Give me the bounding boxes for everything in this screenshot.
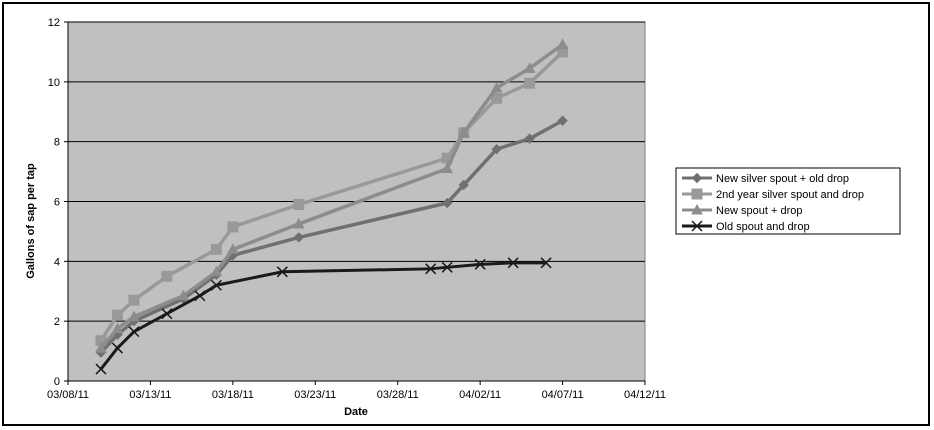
legend-item: New silver spout + old drop	[682, 172, 849, 185]
data-point-triangle	[177, 289, 190, 301]
data-point-x-stroke	[540, 257, 552, 269]
data-point-x-stroke	[111, 342, 123, 354]
data-point-triangle	[457, 126, 470, 138]
data-point-x-stroke	[194, 290, 206, 302]
data-point-square	[691, 188, 703, 200]
y-tick-label: 10	[48, 77, 60, 89]
data-point-diamond	[557, 115, 568, 126]
data-point-x	[161, 308, 173, 320]
data-point-triangle	[292, 217, 305, 229]
legend-label: Old spout and drop	[716, 221, 810, 233]
data-point-square	[293, 198, 305, 210]
data-point-square	[227, 221, 239, 233]
data-point-triangle	[227, 243, 239, 254]
x-tick-label: 03/23/11	[294, 389, 336, 401]
legend-item: Old spout and drop	[682, 220, 810, 233]
x-tick-label: 04/07/11	[542, 389, 584, 401]
legend-item: 2nd year silver spout and drop	[682, 188, 864, 201]
data-point-square	[491, 92, 503, 104]
data-point-x-stroke	[128, 326, 140, 338]
data-point-triangle	[523, 62, 536, 73]
data-point-x-stroke	[95, 363, 107, 375]
y-tick-label: 2	[54, 316, 60, 328]
y-tick-label: 8	[54, 137, 60, 149]
data-point-x-stroke	[441, 261, 453, 273]
legend-box	[675, 167, 901, 235]
axes: 0 2 4 6 8 10 12 03/08/11 03/13/11 03/18/11 03/23/1…	[47, 17, 666, 401]
data-point-triangle	[210, 265, 223, 277]
data-point-x	[128, 326, 140, 338]
x-tick-label: 03/13/11	[129, 389, 171, 401]
x-tick-label: 04/12/11	[624, 389, 666, 401]
series-3	[95, 38, 569, 353]
legend-label: New spout + drop	[716, 205, 803, 217]
data-point-diamond	[293, 232, 305, 243]
y-axis-title: Gallons of sap per tap	[25, 163, 37, 279]
data-point-triangle	[95, 342, 107, 353]
data-point-x-stroke	[507, 257, 519, 269]
data-point-x	[425, 263, 437, 275]
data-point-x-stroke	[276, 266, 288, 278]
x-tick-label: 03/08/11	[47, 389, 89, 401]
data-point-x	[111, 342, 123, 354]
legend-item: New spout + drop	[682, 203, 803, 217]
x-axis-title: Date	[344, 406, 368, 418]
data-point-x	[474, 258, 486, 270]
data-point-diamond	[491, 143, 502, 155]
data-point-triangle	[111, 322, 124, 334]
data-point-square	[111, 309, 123, 321]
y-tick-label: 4	[54, 256, 60, 268]
data-point-square	[128, 294, 140, 306]
data-point-x	[507, 257, 519, 269]
data-point-x	[276, 266, 288, 278]
data-point-triangle	[556, 38, 569, 49]
data-point-x	[540, 257, 552, 269]
data-point-diamond	[458, 179, 469, 191]
data-point-diamond	[691, 172, 703, 184]
data-point-diamond	[524, 133, 535, 144]
data-point-diamond	[441, 197, 453, 209]
x-tick-label: 03/28/11	[377, 389, 419, 401]
y-tick-label: 6	[54, 197, 60, 209]
data-point-square	[210, 243, 222, 255]
legend: New silver spout + old drop 2nd year silv…	[675, 167, 901, 235]
data-point-square	[161, 270, 173, 282]
data-point-x-stroke	[691, 220, 703, 232]
data-point-x-stroke	[474, 258, 486, 270]
data-point-triangle	[490, 81, 503, 93]
x-tick-label: 03/18/11	[212, 389, 254, 401]
series-layer	[95, 38, 569, 375]
data-point-x	[691, 220, 703, 232]
y-tick-label: 12	[48, 17, 60, 29]
y-tick-label: 0	[54, 376, 60, 388]
data-point-x-stroke	[425, 263, 437, 275]
data-point-triangle	[691, 203, 703, 215]
data-point-x	[441, 261, 453, 273]
legend-label: 2nd year silver spout and drop	[716, 189, 864, 201]
data-point-triangle	[128, 310, 140, 322]
data-point-x-stroke	[210, 279, 222, 291]
series-4	[95, 257, 552, 375]
data-point-x	[194, 290, 206, 302]
series-1	[95, 115, 568, 358]
data-point-x	[210, 279, 222, 291]
legend-label: New silver spout + old drop	[716, 173, 849, 185]
x-tick-label: 04/02/11	[459, 389, 501, 401]
data-point-square	[524, 77, 536, 89]
data-point-triangle	[441, 162, 454, 174]
data-point-x-stroke	[161, 308, 173, 320]
data-point-x	[95, 363, 107, 375]
